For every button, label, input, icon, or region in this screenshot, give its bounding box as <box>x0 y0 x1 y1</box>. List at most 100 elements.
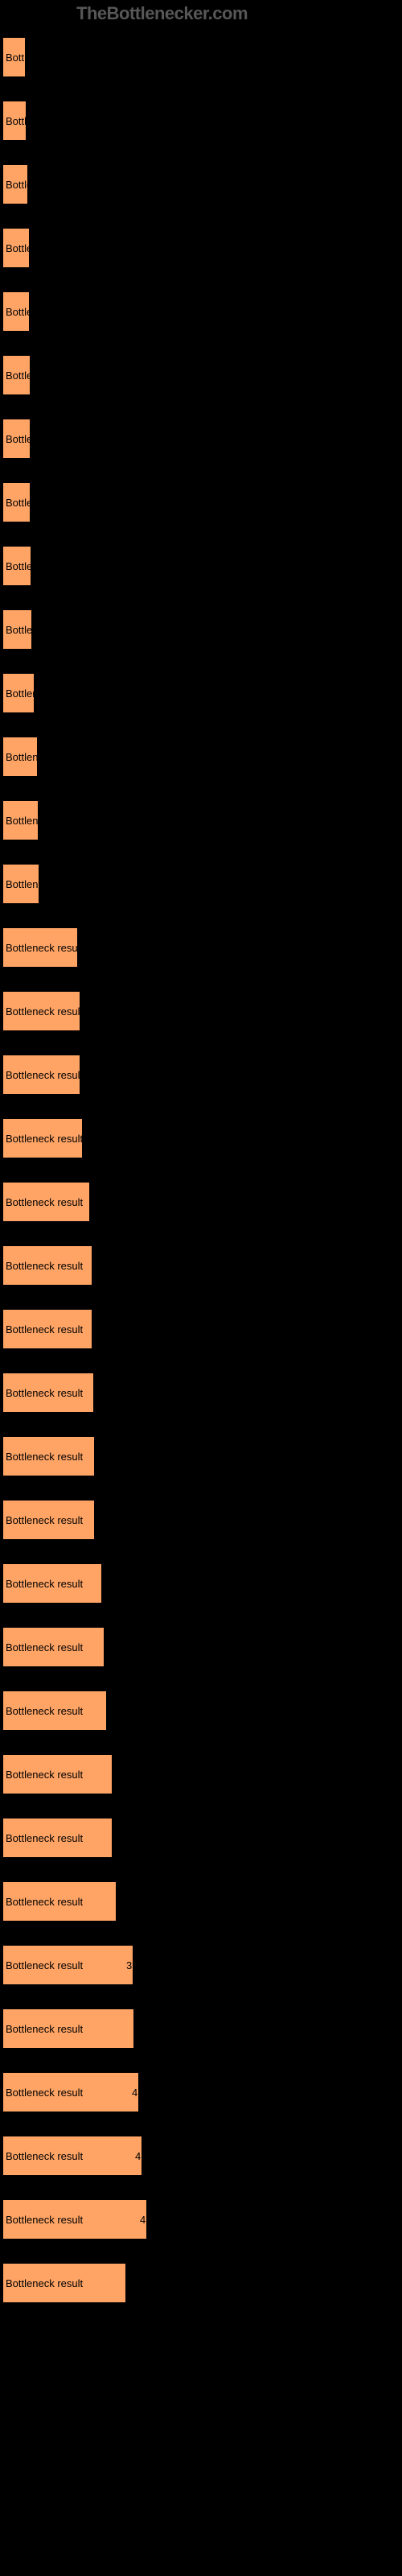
row-hidden-label <box>3 1042 399 1054</box>
bar-label-text: Bottleneck result <box>6 942 77 954</box>
bar-label-text: Bottleneck result <box>6 2277 83 2289</box>
chart-bar: Bottleneck result <box>3 2009 133 2048</box>
row-hidden-label <box>3 2250 399 2262</box>
row-hidden-label <box>3 2186 399 2198</box>
chart-bar: Bottleneck result <box>3 1437 94 1476</box>
bar-label-text: Bottleneck result <box>6 687 34 700</box>
chart-bar: Bottleneck result <box>3 992 80 1030</box>
chart-row: Bottleneck result <box>3 1042 399 1094</box>
row-hidden-label <box>3 1169 399 1181</box>
row-hidden-label <box>3 1360 399 1372</box>
chart-row: Bottleneck result <box>3 533 399 585</box>
chart-bar: Bottleneck result <box>3 229 29 267</box>
chart-bar: Bottleneck result <box>3 801 38 840</box>
chart-row: Bottleneck result <box>3 1296 399 1348</box>
bar-label-text: Bottleneck result <box>6 1959 83 1971</box>
bar-label-text: Bottleneck result <box>6 1578 83 1590</box>
chart-bar: Bottleneck result <box>3 1183 89 1221</box>
chart-row: Bottleneck result <box>3 1360 399 1412</box>
chart-bar: Bottleneck result <box>3 38 25 76</box>
chart-row: Bottleneck result <box>3 1550 399 1603</box>
chart-bar: Bottleneck result <box>3 1246 92 1285</box>
chart-row: Bottleneck result <box>3 406 399 458</box>
chart-bar: Bottleneck result <box>3 1818 112 1857</box>
bar-label-text: Bottleneck result <box>6 1196 83 1208</box>
chart-row: Bottleneck result <box>3 1423 399 1476</box>
bar-value-label: 4 <box>140 2214 146 2226</box>
chart-row: Bottleneck result4 <box>3 2123 399 2175</box>
bar-label-text: Bottleneck result <box>6 1641 83 1653</box>
chart-row: Bottleneck result <box>3 1678 399 1730</box>
chart-row: Bottleneck result <box>3 1868 399 1921</box>
chart-bar: Bottleneck result4 <box>3 2200 146 2239</box>
row-hidden-label <box>3 787 399 799</box>
bar-label-text: Bottleneck result <box>6 306 29 318</box>
chart-bar: Bottleneck result <box>3 547 31 585</box>
chart-row: Bottleneck result <box>3 787 399 840</box>
bottleneck-bar-chart: Bottleneck result Bottleneck result Bott… <box>0 24 402 2346</box>
row-hidden-label <box>3 597 399 609</box>
bar-label-text: Bottleneck result <box>6 1387 83 1399</box>
chart-bar: Bottleneck result4 <box>3 2136 142 2175</box>
chart-row: Bottleneck result <box>3 88 399 140</box>
bar-label-text: Bottleneck result <box>6 2150 83 2162</box>
chart-bar: Bottleneck result <box>3 1373 93 1412</box>
row-hidden-label <box>3 914 399 927</box>
chart-row: Bottleneck result <box>3 1169 399 1221</box>
row-hidden-label <box>3 215 399 227</box>
bar-label-text: Bottleneck result <box>6 1705 83 1717</box>
chart-row: Bottleneck result <box>3 24 399 76</box>
chart-row: Bottleneck result <box>3 914 399 967</box>
bar-label-text: Bottleneck result <box>6 1832 83 1844</box>
bar-value-label: 4 <box>132 2087 137 2099</box>
row-hidden-label <box>3 342 399 354</box>
chart-row: Bottleneck result <box>3 851 399 903</box>
bar-label-text: Bottleneck result <box>6 497 30 509</box>
bar-label-text: Bottleneck result <box>6 624 31 636</box>
chart-bar: Bottleneck result <box>3 483 30 522</box>
row-hidden-label <box>3 1741 399 1753</box>
chart-bar: Bottleneck result <box>3 2264 125 2302</box>
chart-row: Bottleneck result3 <box>3 1932 399 1984</box>
chart-row: Bottleneck result <box>3 151 399 204</box>
chart-bar: Bottleneck result <box>3 1119 82 1158</box>
chart-bar: Bottleneck result <box>3 292 29 331</box>
chart-bar: Bottleneck result <box>3 674 34 712</box>
chart-bar: Bottleneck result <box>3 1755 112 1794</box>
chart-bar: Bottleneck result <box>3 737 37 776</box>
row-hidden-label <box>3 1996 399 2008</box>
chart-bar: Bottleneck result4 <box>3 2073 138 2112</box>
row-hidden-label <box>3 1423 399 1435</box>
bar-label-text: Bottleneck result <box>6 1451 83 1463</box>
bar-label-text: Bottleneck result <box>6 1323 83 1335</box>
chart-bar: Bottleneck result <box>3 165 27 204</box>
row-hidden-label <box>3 406 399 418</box>
row-hidden-label <box>3 1296 399 1308</box>
chart-row: Bottleneck result <box>3 469 399 522</box>
row-hidden-label <box>3 978 399 990</box>
row-hidden-label <box>3 469 399 481</box>
bar-label-text: Bottleneck result <box>6 52 25 64</box>
bar-label-text: Bottleneck result <box>6 1896 83 1908</box>
chart-row: Bottleneck result <box>3 978 399 1030</box>
chart-row: Bottleneck result <box>3 1996 399 2048</box>
chart-row: Bottleneck result <box>3 1614 399 1666</box>
chart-row: Bottleneck result <box>3 1105 399 1158</box>
chart-bar: Bottleneck result <box>3 101 26 140</box>
row-hidden-label <box>3 1678 399 1690</box>
chart-row: Bottleneck result <box>3 1805 399 1857</box>
bar-label-text: Bottleneck result <box>6 560 31 572</box>
chart-bar: Bottleneck result <box>3 419 30 458</box>
row-hidden-label <box>3 88 399 100</box>
bar-label-text: Bottleneck result <box>6 179 27 191</box>
chart-row: Bottleneck result <box>3 660 399 712</box>
chart-row: Bottleneck result <box>3 597 399 649</box>
bar-label-text: Bottleneck result <box>6 369 30 382</box>
bar-label-text: Bottleneck result <box>6 115 26 127</box>
chart-row: Bottleneck result <box>3 215 399 267</box>
chart-bar: Bottleneck result <box>3 865 39 903</box>
chart-bar: Bottleneck result <box>3 1310 92 1348</box>
bar-label-text: Bottleneck result <box>6 1133 82 1145</box>
chart-bar: Bottleneck result <box>3 1691 106 1730</box>
row-hidden-label <box>3 1487 399 1499</box>
